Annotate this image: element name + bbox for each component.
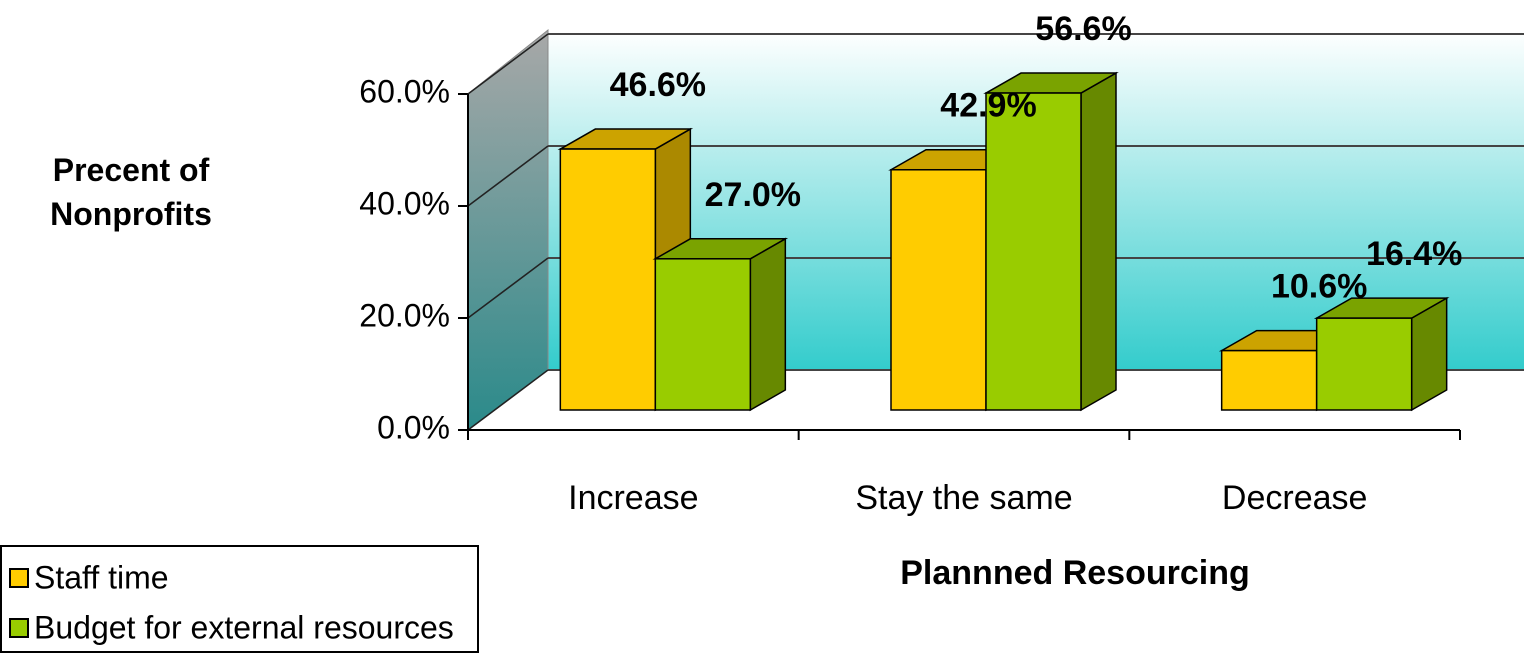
grid-line xyxy=(467,33,549,95)
y-tick-label: 40.0% xyxy=(359,185,450,221)
legend-label: Budget for external resources xyxy=(34,609,454,645)
grid-line xyxy=(467,145,549,207)
grid-line xyxy=(467,369,549,431)
legend-swatch xyxy=(9,618,29,638)
value-label: 27.0% xyxy=(705,176,801,214)
value-label: 10.6% xyxy=(1271,268,1367,306)
bar xyxy=(559,148,657,411)
side-wall xyxy=(467,28,549,431)
bar xyxy=(654,258,752,411)
y-tick-label: 20.0% xyxy=(359,297,450,333)
value-label: 16.4% xyxy=(1366,235,1462,273)
y-tick-label: 0.0% xyxy=(377,409,450,445)
bar xyxy=(890,169,987,411)
bar-side xyxy=(749,237,787,412)
bar xyxy=(1315,317,1413,411)
bar xyxy=(1220,349,1318,411)
legend xyxy=(0,545,479,653)
legend-label: Staff time xyxy=(34,559,169,595)
y-axis-title: Precent of Nonprofits xyxy=(50,152,212,232)
value-label: 42.9% xyxy=(940,87,1036,125)
legend-swatch xyxy=(9,568,29,588)
bar-side xyxy=(1080,71,1117,412)
y-tick-label: 60.0% xyxy=(359,73,450,109)
bar xyxy=(985,92,1082,411)
x-axis-title: Plannned Resourcing xyxy=(900,554,1250,592)
value-label: 46.6% xyxy=(610,66,706,104)
x-tick-label: Decrease xyxy=(1222,479,1368,517)
x-tick-label: Increase xyxy=(568,479,698,517)
grid-line xyxy=(467,257,549,319)
x-tick-label: Stay the same xyxy=(855,479,1072,517)
value-label: 56.6% xyxy=(1035,10,1131,48)
